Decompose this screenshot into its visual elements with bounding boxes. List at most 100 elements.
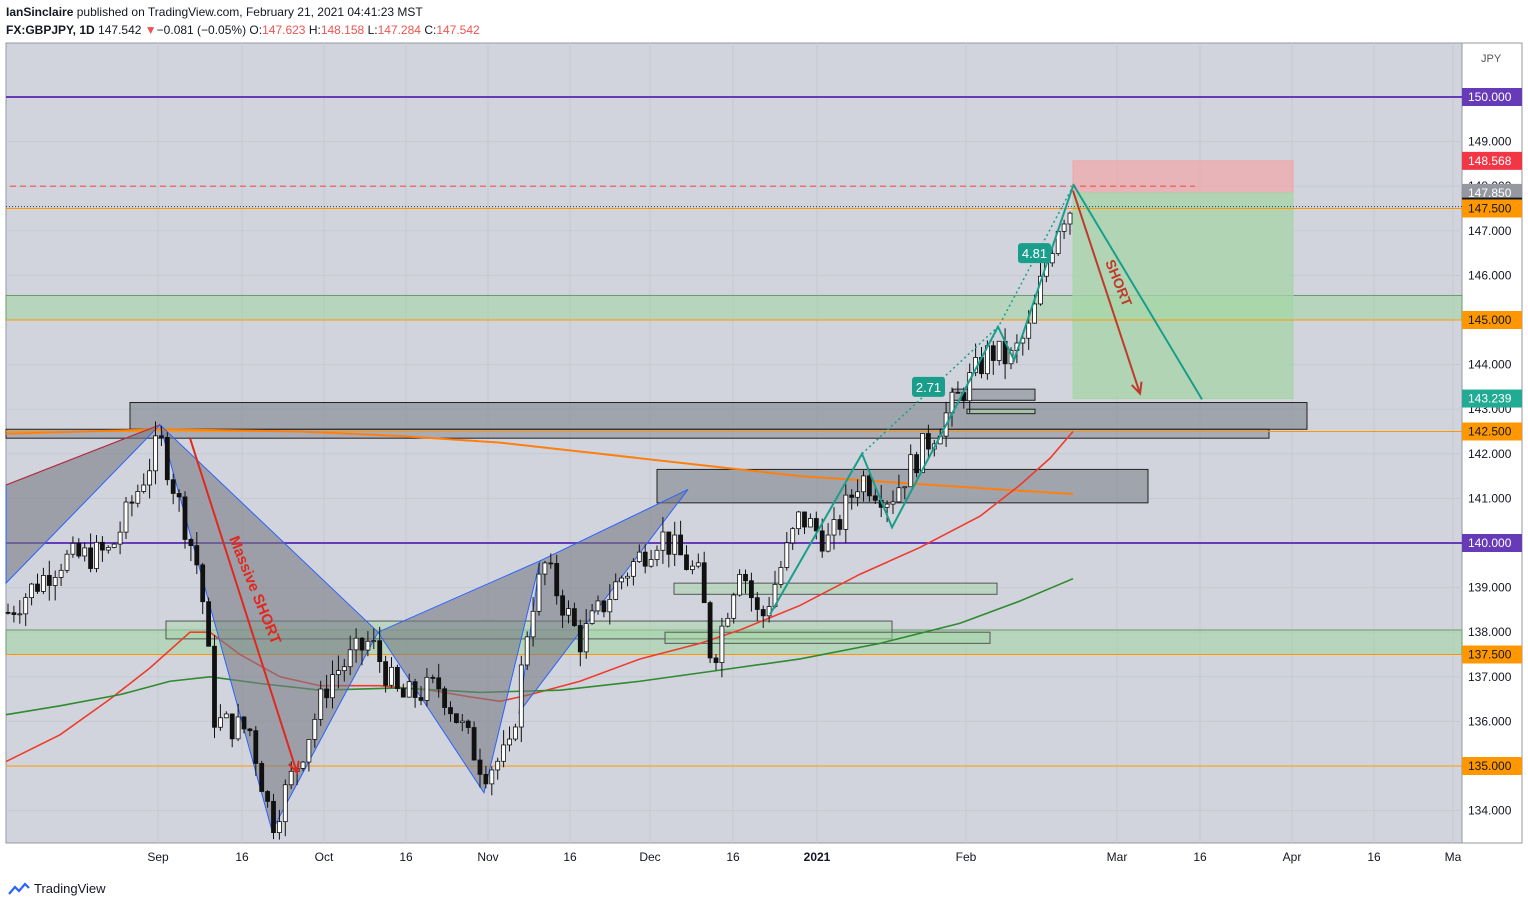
- price-label: 142.500: [1468, 425, 1512, 439]
- ratio-badge-481: 4.81: [1022, 246, 1047, 261]
- candle-body: [259, 763, 265, 792]
- abcd-dotted: [861, 326, 999, 455]
- x-tick-label: Sep: [147, 850, 169, 864]
- candle-body: [312, 718, 318, 740]
- price-change: −0.081 (−0.05%): [156, 23, 247, 37]
- candle-body: [855, 491, 860, 498]
- candle-body: [607, 598, 613, 613]
- candle-body: [276, 821, 282, 834]
- candle-body: [229, 713, 235, 740]
- candle-body: [1067, 212, 1073, 225]
- candles: [5, 211, 1073, 840]
- short-arrow: [1072, 190, 1141, 394]
- candle-body: [471, 727, 477, 761]
- candle-body: [1026, 322, 1032, 339]
- candle-body: [153, 435, 158, 472]
- price-label: 145.000: [1468, 313, 1512, 327]
- ratio-badge-481-bg: [1018, 243, 1051, 264]
- candle-body: [206, 601, 212, 647]
- pattern-edge: [5, 424, 161, 486]
- candle-body: [725, 617, 731, 627]
- massive-short-arrow: [189, 437, 298, 773]
- resistance-box: [656, 468, 1149, 504]
- candle-body: [5, 611, 11, 614]
- candle-body: [489, 769, 495, 785]
- resistance-box: [129, 402, 1308, 430]
- candle-body: [1032, 303, 1037, 324]
- symbol-label: FX:GBPJPY, 1D: [6, 23, 95, 37]
- y-tick-label: 144.000: [1468, 358, 1512, 372]
- y-tick-label: 146.000: [1468, 268, 1512, 282]
- x-tick-label: Oct: [315, 850, 334, 864]
- candle-body: [135, 491, 141, 504]
- y-tick-label: 147.000: [1468, 224, 1512, 238]
- candle-body: [306, 738, 312, 763]
- x-tick-label: Mar: [1107, 850, 1128, 864]
- candle-body: [117, 531, 123, 545]
- harmonic-patterns: [5, 423, 689, 833]
- candle-body: [666, 531, 672, 555]
- y-tick-label: 141.000: [1468, 491, 1512, 505]
- price-label: 147.500: [1468, 202, 1512, 216]
- candle-body: [695, 562, 701, 567]
- candle-body: [383, 661, 389, 686]
- candle-body: [82, 547, 88, 557]
- candle-body: [749, 580, 754, 599]
- candle-body: [884, 503, 890, 508]
- y-tick-label: 137.000: [1468, 670, 1512, 684]
- demand-box: [664, 631, 991, 644]
- tradingview-footer[interactable]: TradingView: [8, 881, 106, 896]
- x-tick-label: Dec: [639, 850, 660, 864]
- candle-body: [324, 688, 330, 699]
- candle-body: [188, 539, 194, 547]
- author-name[interactable]: IanSinclaire: [6, 5, 74, 19]
- candle-body: [837, 519, 843, 530]
- candle-body: [996, 340, 1002, 361]
- candle-body: [524, 636, 530, 666]
- x-tick-label: 2021: [804, 850, 831, 864]
- x-tick-label: 16: [563, 850, 577, 864]
- candle-body: [660, 531, 666, 551]
- candle-body: [335, 670, 341, 676]
- candle-body: [253, 730, 259, 764]
- candle-body: [713, 657, 719, 664]
- candle-body: [743, 573, 748, 582]
- candle-body: [825, 534, 831, 552]
- candle-body: [412, 681, 418, 698]
- candle-body: [217, 717, 223, 728]
- candle-body: [100, 541, 105, 551]
- candle-body: [790, 528, 796, 544]
- down-arrow-icon: ▼: [144, 23, 157, 37]
- candle-body: [684, 554, 689, 570]
- candle-body: [442, 688, 448, 708]
- candle-body: [560, 595, 565, 616]
- open-value: 147.623: [262, 23, 306, 37]
- candle-body: [754, 597, 760, 610]
- price-label: 148.568: [1468, 154, 1512, 168]
- candle-body: [631, 561, 636, 577]
- candle-body: [94, 541, 99, 569]
- candle-body: [672, 534, 678, 555]
- candle-body: [890, 501, 896, 505]
- price-axis[interactable]: 150.000149.000148.000147.000146.000145.0…: [1462, 88, 1522, 818]
- candle-body: [926, 433, 931, 450]
- candle-body: [613, 581, 619, 600]
- candle-body: [418, 697, 424, 701]
- candle-body: [194, 545, 200, 566]
- time-axis[interactable]: Sep 16 Oct 16 Nov 16 Dec 16 2021 Feb Mar 16 Apr 16 Ma: [147, 850, 1461, 864]
- candle-body: [359, 637, 365, 651]
- candle-body: [760, 609, 766, 617]
- candle-body: [330, 674, 335, 699]
- candle-body: [394, 666, 400, 689]
- candle-body: [235, 716, 241, 740]
- y-tick-label: 134.000: [1468, 804, 1512, 818]
- candle-body: [577, 625, 583, 653]
- candle-body: [1061, 223, 1067, 232]
- x-tick-label: 16: [235, 850, 249, 864]
- candle-body: [76, 542, 82, 557]
- candle-body: [601, 600, 607, 613]
- candle-body: [265, 791, 271, 802]
- abcd-pattern: [769, 185, 1074, 615]
- candle-body: [23, 597, 29, 615]
